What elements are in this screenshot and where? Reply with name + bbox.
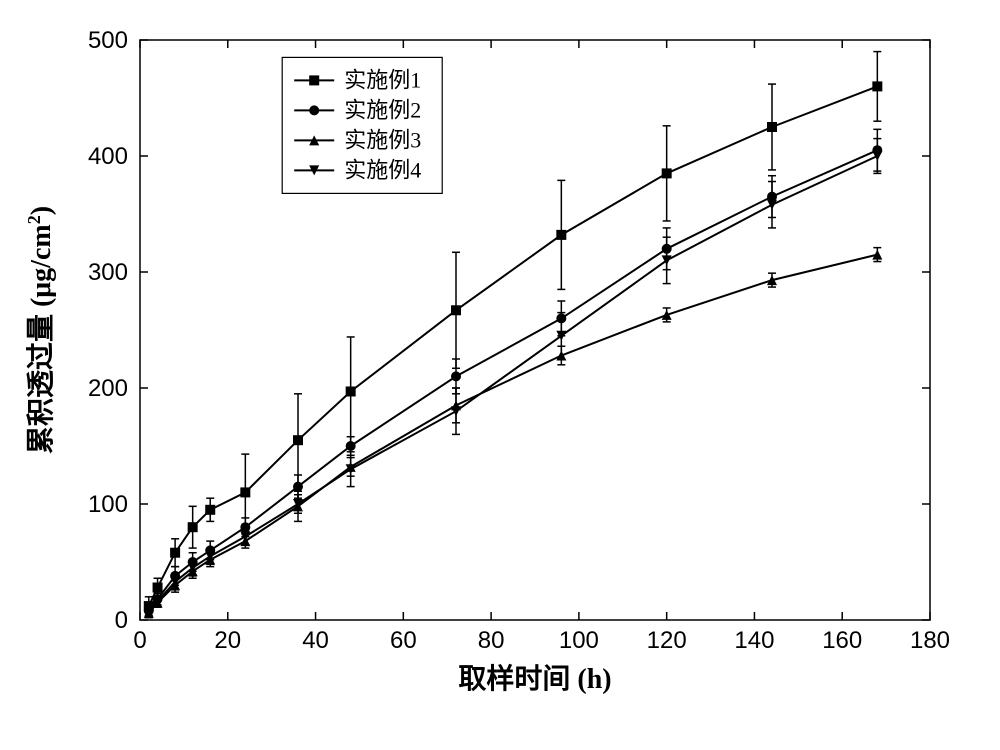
x-axis-title: 取样时间 (h) — [458, 662, 611, 695]
x-tick-label: 60 — [390, 627, 417, 654]
legend-label: 实施例2 — [344, 97, 421, 122]
legend-label: 实施例4 — [344, 157, 421, 182]
x-tick-label: 120 — [647, 627, 687, 654]
x-tick-label: 180 — [910, 627, 950, 654]
legend-label: 实施例3 — [344, 127, 421, 152]
y-tick-label: 300 — [88, 259, 128, 286]
x-tick-label: 100 — [559, 627, 599, 654]
x-tick-label: 160 — [822, 627, 862, 654]
y-axis-title: 累积透过量 (μg/cm2) — [24, 206, 57, 454]
y-tick-label: 500 — [88, 27, 128, 54]
y-tick-label: 0 — [115, 607, 128, 634]
y-tick-label: 200 — [88, 375, 128, 402]
legend-label: 实施例1 — [344, 67, 421, 92]
x-tick-label: 140 — [734, 627, 774, 654]
y-tick-label: 100 — [88, 491, 128, 518]
y-tick-label: 400 — [88, 143, 128, 170]
x-tick-label: 80 — [478, 627, 505, 654]
permeation-chart: 0 20 40 60 80 100 120 140 160 180 0 100 200 300 400 500… — [0, 0, 1000, 750]
x-tick-label: 0 — [133, 627, 146, 654]
legend: 实施例1 实施例2 实施例3 实施例4 — [282, 57, 442, 193]
x-tick-label: 40 — [302, 627, 329, 654]
x-tick-label: 20 — [214, 627, 241, 654]
series-3 — [144, 248, 883, 618]
